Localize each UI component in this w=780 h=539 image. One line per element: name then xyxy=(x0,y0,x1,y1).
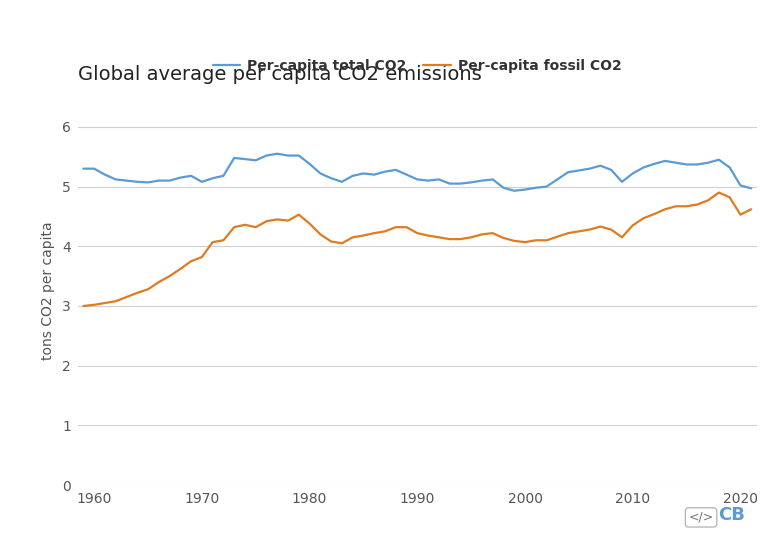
Line: Per-capita total CO2: Per-capita total CO2 xyxy=(83,154,751,191)
Line: Per-capita fossil CO2: Per-capita fossil CO2 xyxy=(83,192,751,306)
Legend: Per-capita total CO2, Per-capita fossil CO2: Per-capita total CO2, Per-capita fossil … xyxy=(207,53,627,79)
Per-capita fossil CO2 xyxy=(262,218,271,224)
Per-capita fossil CO2 xyxy=(283,217,292,224)
Per-capita fossil CO2 xyxy=(391,224,400,230)
Per-capita total CO2 xyxy=(79,165,88,172)
Per-capita total CO2 xyxy=(509,188,519,194)
Per-capita total CO2 xyxy=(563,169,573,176)
Per-capita total CO2 xyxy=(262,153,271,159)
Per-capita fossil CO2 xyxy=(714,189,724,196)
Per-capita total CO2 xyxy=(294,153,303,159)
Per-capita fossil CO2 xyxy=(413,230,422,237)
Per-capita total CO2 xyxy=(402,171,411,178)
Per-capita total CO2 xyxy=(424,177,433,184)
Per-capita fossil CO2 xyxy=(736,211,745,218)
Per-capita fossil CO2 xyxy=(542,237,551,244)
Text: </>: </> xyxy=(689,511,714,524)
Per-capita total CO2 xyxy=(272,150,282,157)
Per-capita fossil CO2 xyxy=(79,303,88,309)
Y-axis label: tons CO2 per capita: tons CO2 per capita xyxy=(41,222,55,361)
Per-capita total CO2 xyxy=(746,185,756,191)
Text: Global average per capita CO2 emissions: Global average per capita CO2 emissions xyxy=(78,65,482,84)
Per-capita total CO2 xyxy=(736,182,745,189)
Per-capita fossil CO2 xyxy=(746,206,756,212)
Text: CB: CB xyxy=(718,506,745,524)
